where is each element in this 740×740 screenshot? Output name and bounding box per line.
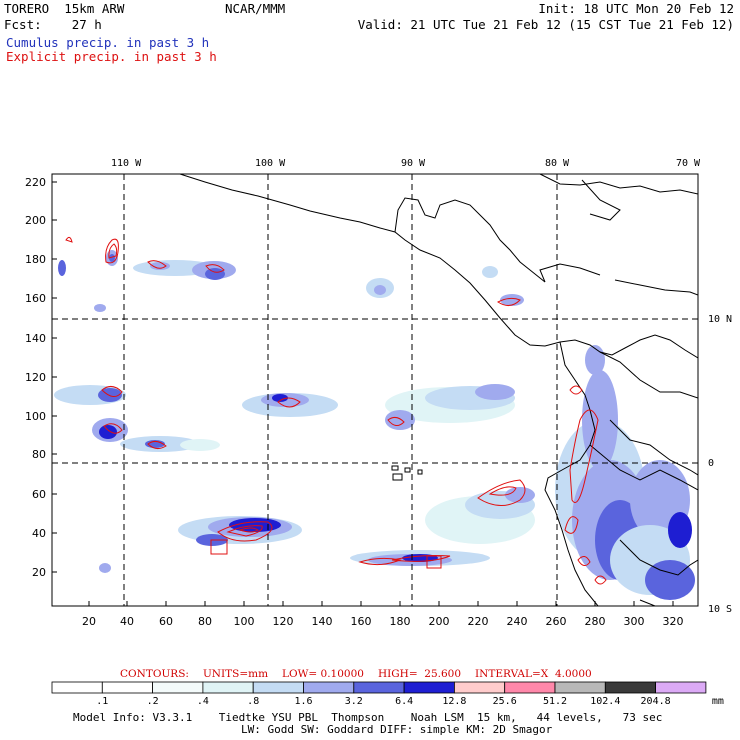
y-tick-label: 60 <box>32 488 46 501</box>
x-tick-label: 20 <box>82 615 96 628</box>
contour-units: UNITS=mm <box>202 668 269 680</box>
precip-field <box>54 250 695 600</box>
lat-label: 10 S <box>708 604 732 615</box>
legend-label: 25.6 <box>493 696 517 707</box>
legend-label: 102.4 <box>590 696 620 707</box>
contour-info: CONTOURS: UNITS=mm LOW= 0.10000 HIGH= 25.60… <box>120 668 606 680</box>
color-legend: .1 .2 .4 .8 1.6 3.2 6.4 12.8 25.6 51.2 102.4 204.8 m… <box>51 681 724 707</box>
legend-label: .2 <box>147 696 159 707</box>
y-tick-label: 200 <box>25 214 46 227</box>
x-tick-label: 280 <box>585 615 606 628</box>
legend-label: 12.8 <box>442 696 466 707</box>
legend-label: 6.4 <box>395 696 413 707</box>
legend-label: 1.6 <box>294 696 312 707</box>
legend-swatch <box>303 681 355 694</box>
legend-swatch <box>101 681 154 694</box>
legend-swatch <box>604 681 656 694</box>
x-tick-label: 60 <box>159 615 173 628</box>
y-tick-label: 80 <box>32 448 46 461</box>
legend-label: .4 <box>197 696 209 707</box>
model-info-physics: LW: Godd SW: Goddard DIFF: simple KM: 2D… <box>241 723 553 736</box>
cumulus-precip-label: Cumulus precip. in past 3 h <box>6 35 210 50</box>
model-title: TORERO 15km ARW <box>4 1 125 16</box>
x-tick-label: 320 <box>663 615 684 628</box>
legend-swatch <box>504 681 556 694</box>
y-tick-label: 20 <box>32 566 46 579</box>
x-tick-label: 300 <box>624 615 645 628</box>
legend-label: 51.2 <box>543 696 567 707</box>
y-tick-label: 140 <box>25 332 46 345</box>
x-tick-label: 220 <box>468 615 489 628</box>
lon-label: 110 W <box>111 158 142 169</box>
contour-label: CONTOURS: <box>120 668 189 680</box>
station-box <box>426 555 442 569</box>
station-box <box>210 539 228 555</box>
legend-swatch <box>202 681 254 694</box>
x-tick-label: 180 <box>390 615 411 628</box>
contour-low: LOW= 0.10000 <box>282 668 364 680</box>
y-tick-label: 40 <box>32 527 46 540</box>
lat-label: 10 N <box>708 314 732 325</box>
x-tick-label: 140 <box>312 615 333 628</box>
contour-interval: INTERVAL=X 4.0000 <box>475 668 592 680</box>
lat-label: 0 <box>708 458 714 469</box>
lon-label: 90 W <box>401 158 426 169</box>
forecast-hour: Fcst: 27 h <box>4 17 102 32</box>
y-tick-label: 220 <box>25 176 46 189</box>
init-time: Init: 18 UTC Mon 20 Feb 12 <box>538 1 734 16</box>
x-tick-label: 120 <box>273 615 294 628</box>
lon-label: 70 W <box>676 158 701 169</box>
legend-swatch <box>453 681 506 694</box>
legend-label: .8 <box>247 696 259 707</box>
legend-swatch <box>655 681 707 694</box>
map-frame <box>51 173 699 607</box>
x-tick-label: 100 <box>234 615 255 628</box>
x-tick-label: 80 <box>198 615 212 628</box>
legend-swatch <box>403 681 455 694</box>
y-tick-label: 180 <box>25 253 46 266</box>
y-tick-label: 120 <box>25 371 46 384</box>
legend-label: 3.2 <box>345 696 363 707</box>
x-tick-label: 260 <box>546 615 567 628</box>
legend-unit: mm <box>712 696 724 707</box>
x-tick-label: 40 <box>120 615 134 628</box>
graticule <box>52 174 698 606</box>
legend-swatch <box>51 681 103 694</box>
legend-swatch <box>252 681 304 694</box>
lon-label: 100 W <box>255 158 286 169</box>
org-label: NCAR/MMM <box>225 1 286 16</box>
legend-swatch <box>554 681 606 694</box>
model-info: Model Info: V3.3.1 Tiedtke YSU PBL Thomp… <box>73 711 663 724</box>
legend-swatch <box>152 681 204 694</box>
explicit-contours <box>65 236 607 585</box>
explicit-precip-label: Explicit precip. in past 3 h <box>6 49 217 64</box>
coastlines <box>179 174 698 606</box>
x-tick-label: 200 <box>429 615 450 628</box>
lon-label: 80 W <box>545 158 570 169</box>
y-tick-label: 160 <box>25 292 46 305</box>
x-tick-label: 160 <box>351 615 372 628</box>
axis-ticks <box>52 181 674 606</box>
legend-swatch <box>353 681 405 694</box>
legend-label: 204.8 <box>641 696 671 707</box>
contour-high: HIGH= 25.600 <box>377 668 462 680</box>
x-tick-label: 240 <box>507 615 528 628</box>
legend-label: .1 <box>96 696 108 707</box>
y-tick-label: 100 <box>25 410 46 423</box>
valid-time: Valid: 21 UTC Tue 21 Feb 12 (15 CST Tue … <box>357 17 734 32</box>
